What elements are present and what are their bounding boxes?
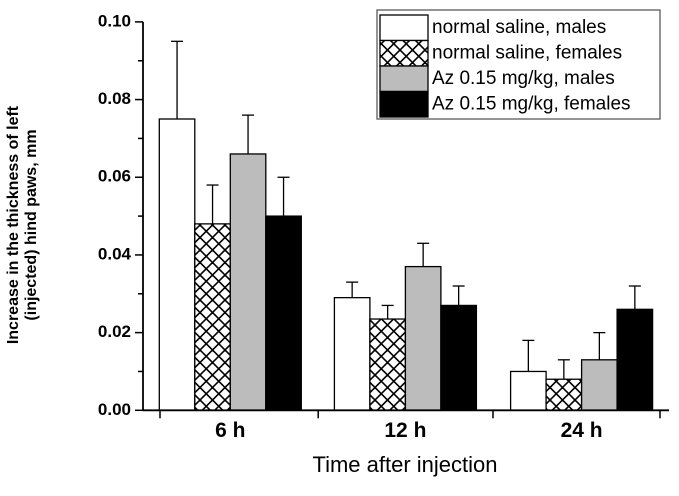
svg-text:Az 0.15 mg/kg, males: Az 0.15 mg/kg, males [432, 68, 615, 89]
svg-text:0.00: 0.00 [98, 400, 131, 419]
svg-text:0.04: 0.04 [98, 244, 132, 263]
svg-text:Az 0.15 mg/kg, females: Az 0.15 mg/kg, females [432, 94, 631, 115]
svg-text:12 h: 12 h [384, 419, 426, 442]
svg-text:normal saline, females: normal saline, females [432, 43, 622, 64]
svg-text:6 h: 6 h [215, 419, 245, 442]
svg-text:0.10: 0.10 [98, 11, 131, 30]
svg-text:normal saline, males: normal saline, males [432, 17, 606, 38]
svg-text:0.08: 0.08 [98, 89, 131, 108]
svg-text:24 h: 24 h [561, 419, 603, 442]
svg-text:Time after injection: Time after injection [312, 452, 497, 477]
svg-text:0.06: 0.06 [98, 167, 131, 186]
svg-text:0.02: 0.02 [98, 322, 131, 341]
